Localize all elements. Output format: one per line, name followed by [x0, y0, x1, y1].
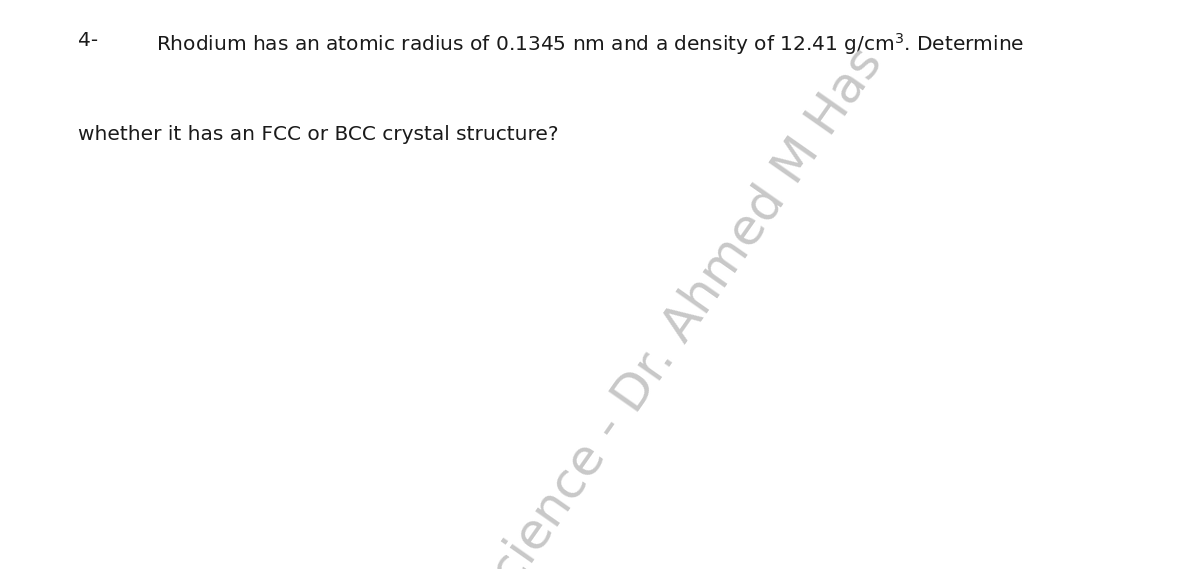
Text: Science - Dr. Ahmed M Has: Science - Dr. Ahmed M Has	[464, 39, 892, 569]
Text: 4-: 4-	[78, 31, 98, 50]
Text: Rhodium has an atomic radius of 0.1345 nm and a density of 12.41 g/cm$^{3}$. Det: Rhodium has an atomic radius of 0.1345 n…	[156, 31, 1025, 57]
Text: whether it has an FCC or BCC crystal structure?: whether it has an FCC or BCC crystal str…	[78, 125, 558, 144]
